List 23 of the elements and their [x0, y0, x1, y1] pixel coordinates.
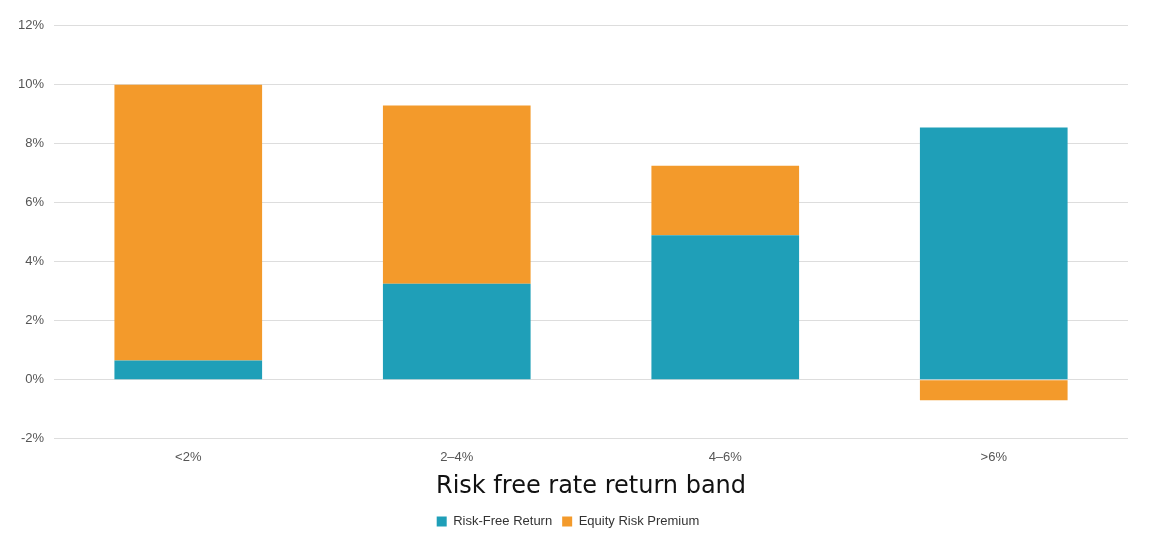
y-tick-label: 10%: [17, 76, 45, 92]
y-tick-label: 6%: [25, 194, 45, 210]
bar: [919, 380, 1068, 401]
bar: [114, 84, 263, 361]
legend-label: Equity Risk Premium: [578, 513, 700, 529]
y-tick-label: 8%: [25, 135, 45, 151]
x-tick-label: 4–6%: [708, 448, 743, 464]
bar: [919, 127, 1068, 380]
x-tick-label: 2–4%: [440, 448, 474, 464]
y-tick-label: -2%: [20, 430, 45, 446]
y-tick-label: 2%: [25, 312, 45, 328]
y-tick-label: 0%: [25, 371, 45, 387]
bar: [382, 105, 531, 284]
y-tick-label: 12%: [17, 17, 45, 33]
bar: [651, 235, 800, 380]
bar: [114, 360, 263, 380]
x-tick-label: >6%: [980, 448, 1008, 464]
bar: [651, 165, 800, 236]
legend-label: Risk-Free Return: [453, 513, 553, 529]
y-tick-label: 4%: [25, 253, 45, 269]
x-tick-label: <2%: [175, 448, 202, 464]
x-axis-title: Risk free rate return band: [435, 470, 747, 499]
bar: [382, 283, 531, 380]
